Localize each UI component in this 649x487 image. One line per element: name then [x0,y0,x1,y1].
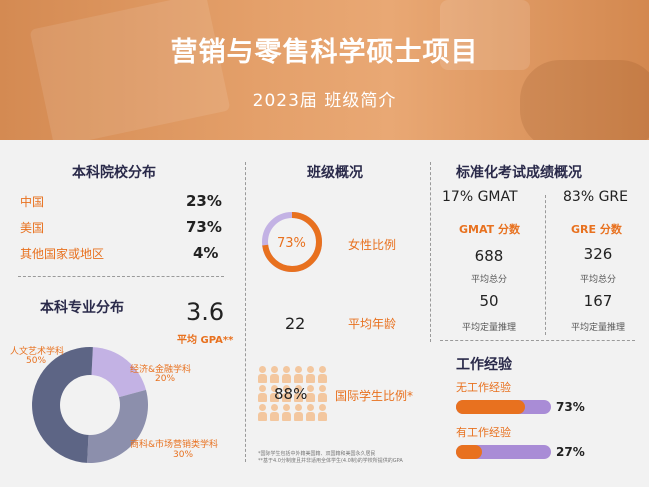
person-icon [294,385,303,402]
person-icon [258,366,267,383]
female-ratio-ring [262,212,322,272]
person-icon [270,404,279,421]
gmat-total-label: 平均总分 [470,275,507,285]
page-subtitle: 2023届 班级简介 [252,91,397,111]
gpa-value: 3.6 [186,298,225,326]
major-label-humanities: 人文艺术学科 [10,347,65,357]
work-bar-none-fill [456,400,526,414]
gmat-score-title: GMAT 分数 [459,223,520,236]
major-pct-humanities: 50% [26,356,47,366]
female-ratio-value: 73% [277,236,306,251]
banner-texture-hand [520,60,649,140]
major-label-econ: 经济&金融学科 [130,365,192,375]
work-pct-some: 27% [556,445,585,459]
person-icon [318,366,327,383]
major-donut-chart [32,347,148,463]
person-icon [282,385,291,402]
gre-quant-label: 平均定量推理 [570,323,625,333]
tests-title: 标准化考试成绩概况 [456,165,582,181]
page-title: 营销与零售科学硕士项目 [170,37,479,68]
person-icon [318,385,327,402]
person-icon [294,366,303,383]
work-label-none: 无工作经验 [456,381,511,394]
person-icon [282,404,291,421]
tests-bottom-divider [440,340,635,341]
person-icon [270,385,279,402]
gmat-average-total: 688 [474,247,504,265]
undergrad-school-title: 本科院校分布 [72,165,156,181]
female-ratio-label: 女性比例 [348,238,397,252]
major-title: 本科专业分布 [40,300,124,316]
international-ratio-label: 国际学生比例* [335,389,414,403]
school-label-other: 其他国家或地区 [20,247,105,261]
banner-texture [29,0,231,140]
class-overview-title: 班级概况 [307,165,363,181]
person-icon [258,385,267,402]
footnote-gpa: **基于4.0分制度且并非适用全体学生(4.0制)的学校所提供的GPA [258,458,403,464]
gre-share: 83% GRE [563,189,628,205]
column-divider-left [245,162,246,462]
major-label-business: 商科&市场营销类学科 [130,440,219,450]
person-icon [282,366,291,383]
gpa-label: 平均 GPA** [177,335,234,346]
major-pct-econ: 20% [155,374,176,384]
gmat-share: 17% GMAT [442,189,518,205]
header-banner: 营销与零售科学硕士项目 2023届 班级简介 [0,0,649,140]
gmat-average-quant: 50 [479,292,499,310]
column-divider-right [430,162,431,342]
international-ratio-value: 88% [274,385,308,403]
person-icon [294,404,303,421]
average-age-label: 平均年龄 [348,317,397,331]
gre-score-title: GRE 分数 [571,223,622,236]
gmat-quant-label: 平均定量推理 [461,323,516,333]
school-value-china: 23% [186,192,222,210]
international-students-figure [258,366,330,422]
gre-total-label: 平均总分 [579,275,616,285]
school-label-china: 中国 [20,195,45,209]
work-bar-none [456,400,551,414]
school-label-usa: 美国 [20,221,45,235]
work-experience-title: 工作经验 [456,357,512,373]
work-bar-some [456,445,551,459]
person-icon [270,366,279,383]
school-value-other: 4% [193,244,219,262]
person-icon [318,404,327,421]
major-pct-business: 30% [173,450,194,460]
left-divider [18,276,224,277]
person-icon [306,385,315,402]
gre-average-total: 326 [583,245,613,263]
gre-average-quant: 167 [583,292,613,310]
banner-texture-cup [440,0,530,70]
work-pct-none: 73% [556,400,585,414]
school-value-usa: 73% [186,218,222,236]
footnote-international: *国际学生包括中外籍美国籍、双国籍和美国永久居民 [258,451,376,457]
person-icon [258,404,267,421]
tests-divider [545,195,546,335]
work-label-some: 有工作经验 [456,426,511,439]
work-bar-some-fill [456,445,482,459]
person-icon [306,366,315,383]
average-age-value: 22 [285,314,306,333]
person-icon [306,404,315,421]
